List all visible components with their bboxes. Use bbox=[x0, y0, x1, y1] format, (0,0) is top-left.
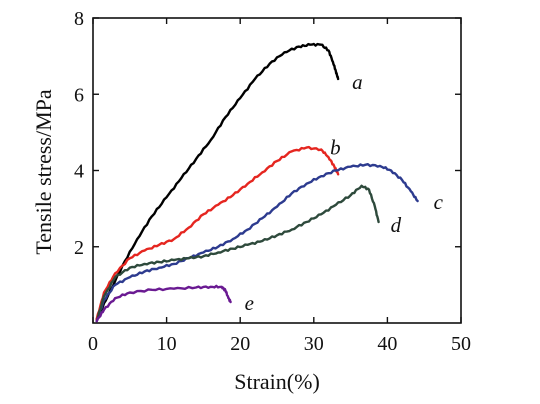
y-axis-title: Tensile stress/MPa bbox=[31, 89, 56, 255]
curve-label-d: d bbox=[391, 213, 402, 237]
series-line-b bbox=[95, 145, 340, 321]
y-tick-label: 8 bbox=[74, 8, 84, 30]
series-layer bbox=[95, 42, 419, 323]
x-tick-label: 40 bbox=[377, 333, 397, 355]
plot-frame bbox=[92, 17, 462, 324]
series-line-c bbox=[95, 163, 419, 323]
x-tick-label: 0 bbox=[88, 333, 98, 355]
curve-label-c: c bbox=[434, 190, 444, 214]
x-tick-label: 30 bbox=[304, 333, 324, 355]
y-tick-label: 2 bbox=[74, 237, 84, 259]
series-line-a bbox=[95, 42, 340, 321]
y-tick-label: 4 bbox=[74, 161, 84, 183]
x-tick-label: 10 bbox=[157, 333, 177, 355]
curve-label-layer: a b c d e bbox=[245, 70, 444, 315]
tick-layer bbox=[92, 17, 462, 323]
curve-label-b: b bbox=[330, 135, 341, 159]
curve-label-e: e bbox=[245, 291, 254, 315]
series-line-d bbox=[95, 184, 380, 323]
tick-label-layer: 0 10 20 30 40 50 2 4 6 8 bbox=[74, 8, 471, 355]
x-tick-label: 20 bbox=[230, 333, 250, 355]
x-tick-label: 50 bbox=[451, 333, 471, 355]
y-tick-label: 6 bbox=[74, 84, 84, 106]
x-axis-title: Strain(%) bbox=[234, 369, 320, 394]
series-line-e bbox=[95, 284, 232, 323]
curve-label-a: a bbox=[352, 70, 363, 94]
